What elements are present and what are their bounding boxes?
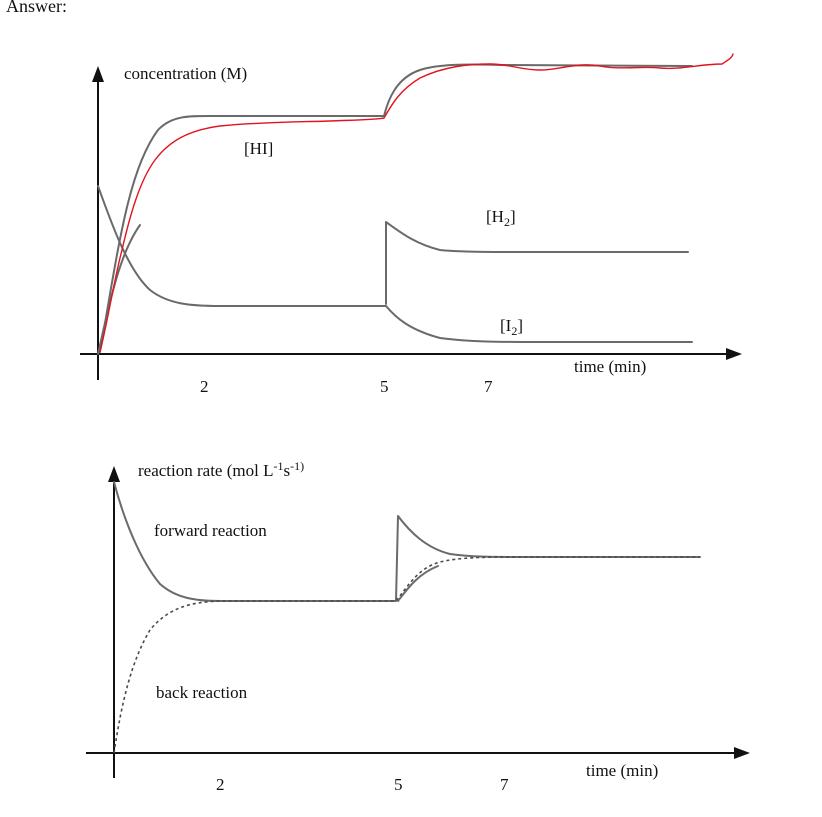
- forward-reaction-label: forward reaction: [154, 521, 267, 540]
- rate-tick-label-7: 7: [500, 775, 509, 794]
- tick-label-2: 2: [200, 377, 209, 396]
- concentration-axis-label: concentration (M): [124, 64, 247, 83]
- rate-tick-label-2: 2: [216, 775, 225, 794]
- h2-concentration-curve: [97, 224, 141, 355]
- concentration-graph: concentration (M) time (min) 2 5 7 [HI] …: [80, 53, 742, 396]
- back-reaction-label: back reaction: [156, 683, 248, 702]
- time-axis-label: time (min): [574, 357, 646, 376]
- tick-label-7: 7: [484, 377, 493, 396]
- reaction-rate-graph: reaction rate (mol L-1s-1) time (min) 2 …: [86, 459, 750, 794]
- i2-series-label: [I2]: [500, 316, 523, 338]
- hi-concentration-curve: [99, 63, 693, 353]
- back-rate-curve: [113, 556, 700, 754]
- forward-rate-curve: [113, 481, 701, 602]
- tick-label-5: 5: [380, 377, 389, 396]
- rate-tick-label-5: 5: [394, 775, 403, 794]
- h2-concentration-curve-after-addition: [385, 221, 689, 305]
- answer-heading: Answer:: [6, 0, 67, 16]
- rate-time-axis-label: time (min): [586, 761, 658, 780]
- rate-x-axis-arrowhead-icon: [734, 747, 750, 759]
- rate-y-axis-arrowhead-icon: [108, 466, 120, 482]
- rate-axis-label: reaction rate (mol L-1s-1): [138, 459, 304, 480]
- x-axis-arrowhead-icon: [726, 348, 742, 360]
- h2-series-label: [H2]: [486, 207, 516, 229]
- handwritten-hi-annotation: [99, 53, 734, 353]
- i2-concentration-curve: [97, 185, 693, 343]
- hi-series-label: [HI]: [244, 139, 273, 158]
- y-axis-arrowhead-icon: [92, 66, 104, 82]
- back-rate-rise-after-addition: [397, 565, 439, 602]
